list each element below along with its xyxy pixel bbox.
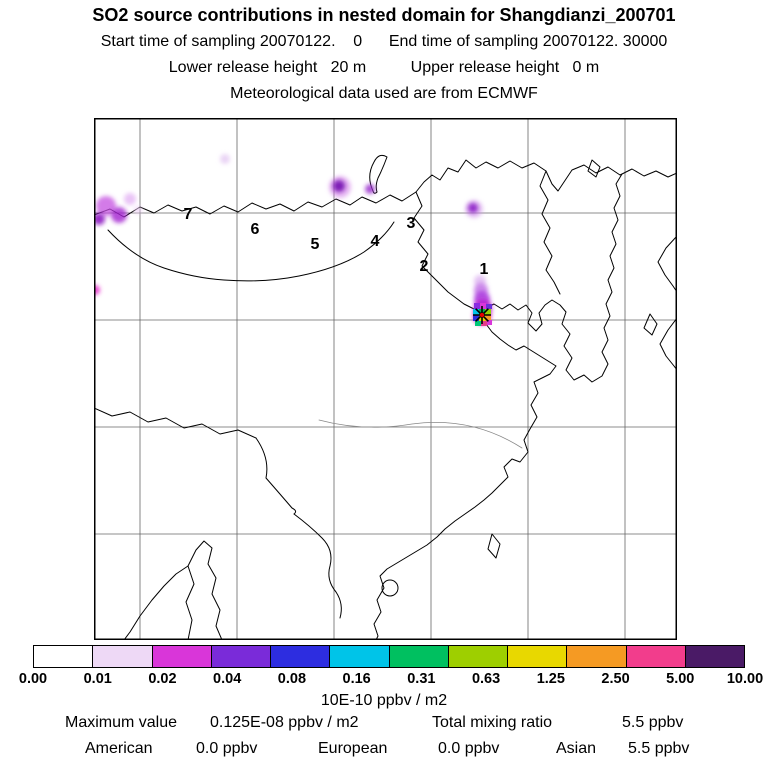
plume-core-pixel <box>486 304 492 309</box>
russia-mongolia-border <box>94 191 417 218</box>
sakhalin-island <box>587 159 601 178</box>
source-region-number: 1 <box>480 261 489 278</box>
lake-baikal <box>369 154 388 194</box>
mixing-ratio-label: Total mixing ratio <box>432 714 553 731</box>
colorbar-tick: 0.08 <box>277 671 307 687</box>
region-asian-label: Asian <box>556 740 597 757</box>
coastlines <box>94 154 677 640</box>
yangtze-river <box>318 419 523 449</box>
plume-blob <box>134 206 142 214</box>
source-region-number: 5 <box>311 236 320 253</box>
source-region-number: 4 <box>371 233 380 250</box>
colorbar-tick: 2.50 <box>601 671 630 687</box>
colorbar-segment <box>388 646 448 667</box>
colorbar-segment <box>566 646 626 667</box>
source-region-number: 7 <box>184 206 193 223</box>
plume-blob <box>468 203 478 213</box>
colorbar-segment <box>329 646 389 667</box>
japan-coast-1 <box>657 235 677 293</box>
mongolia-south-border <box>107 221 395 282</box>
japan-coast-2 <box>659 317 677 371</box>
colorbar-tick: 0.16 <box>342 671 371 687</box>
plume-blob <box>365 184 375 194</box>
mixing-ratio-value: 5.5 ppbv <box>622 714 684 731</box>
colorbar-segment <box>151 646 211 667</box>
colorbar-segment <box>507 646 567 667</box>
colorbar-tick: 10.00 <box>726 671 764 687</box>
region-contributions-line: American 0.0 ppbv European 0.0 ppbv Asia… <box>0 740 768 760</box>
colorbar-tick: 0.01 <box>83 671 112 687</box>
colorbar-tick: 1.25 <box>536 671 565 687</box>
station-marker <box>473 306 491 324</box>
plume-core-pixel <box>485 315 491 321</box>
plume-blob <box>220 154 230 164</box>
colorbar-segment <box>270 646 330 667</box>
colorbar-unit: 10E-10 ppbv / m2 <box>320 692 448 709</box>
max-value: 0.125E-08 ppbv / m2 <box>210 714 359 731</box>
plume-layer <box>94 154 492 325</box>
colorbar-segment <box>34 646 93 667</box>
station-center-dot <box>479 312 485 318</box>
colorbar-tick: 0.02 <box>148 671 177 687</box>
colorbar-tick: 5.00 <box>666 671 695 687</box>
myanmar-border <box>255 437 297 515</box>
region-european-label: European <box>318 740 388 757</box>
colorbar-ticks: 0.00 0.01 0.02 0.04 0.08 0.16 0.31 0.63 1.25 2.50… <box>19 671 763 689</box>
plume-core-pixel <box>473 315 479 321</box>
region-asian-value: 5.5 ppbv <box>628 740 690 757</box>
india-east-coast <box>123 565 189 640</box>
colorbar-tick: 0.00 <box>18 671 48 687</box>
bohai-korea-coast <box>485 173 623 383</box>
stats-line: Maximum value 0.125E-08 ppbv / m2 Total … <box>0 714 768 734</box>
colorbar-segment <box>210 646 270 667</box>
release-height-line: Lower release height 20 m Upper release … <box>168 59 600 76</box>
china-coast-south <box>373 307 557 640</box>
colorbar-tick: 0.04 <box>213 671 242 687</box>
kyushu-island <box>643 313 658 336</box>
plume-core-pixel <box>485 309 491 315</box>
region-american-value: 0.0 ppbv <box>196 740 258 757</box>
bengal-coast <box>185 540 223 640</box>
plot-title: SO2 source contributions in nested domai… <box>92 5 676 25</box>
plume-core-pixel <box>473 309 479 315</box>
map-border <box>94 118 677 640</box>
plume-blob <box>124 193 136 205</box>
plume-blob <box>111 207 127 223</box>
plume-blob <box>94 213 105 225</box>
source-region-number: 3 <box>407 215 416 232</box>
plume-blob <box>96 196 116 216</box>
colorbar-segment <box>92 646 152 667</box>
colorbar-segment <box>447 646 507 667</box>
colorbar-segment <box>625 646 685 667</box>
meteo-source-line: Meteorological data used are from ECMWF <box>230 85 538 102</box>
colorbar-tick: 0.31 <box>407 671 436 687</box>
source-region-number: 2 <box>420 258 429 275</box>
region-number-layer: 7 6 5 4 3 2 1 <box>184 206 489 278</box>
source-region-number: 6 <box>251 221 260 238</box>
colorbar <box>33 645 745 668</box>
plume-core-pixel <box>487 320 492 325</box>
himalaya-border <box>94 407 257 439</box>
indochina-border <box>293 513 342 619</box>
map-panel: 7 6 5 4 3 2 1 <box>94 118 677 640</box>
taiwan-island <box>487 533 501 559</box>
colorbar-segment <box>684 646 744 667</box>
russia-coast-top <box>415 159 677 193</box>
region-european-value: 0.0 ppbv <box>438 740 500 757</box>
grid-lines <box>94 118 677 640</box>
sampling-time-line: Start time of sampling 20070122. 0 End t… <box>100 33 668 50</box>
region-american-label: American <box>85 740 153 757</box>
plume-blob <box>333 180 345 192</box>
colorbar-tick: 0.63 <box>471 671 501 687</box>
hainan-island <box>381 579 399 597</box>
russia-china-border-east <box>539 170 561 295</box>
max-value-label: Maximum value <box>65 714 178 731</box>
plume-core-pixel <box>481 321 487 326</box>
plume-core-pixel <box>475 321 481 326</box>
ne-china-border <box>413 191 481 313</box>
plume-core-pixel <box>480 303 486 309</box>
plume-core-pixel <box>474 303 480 309</box>
